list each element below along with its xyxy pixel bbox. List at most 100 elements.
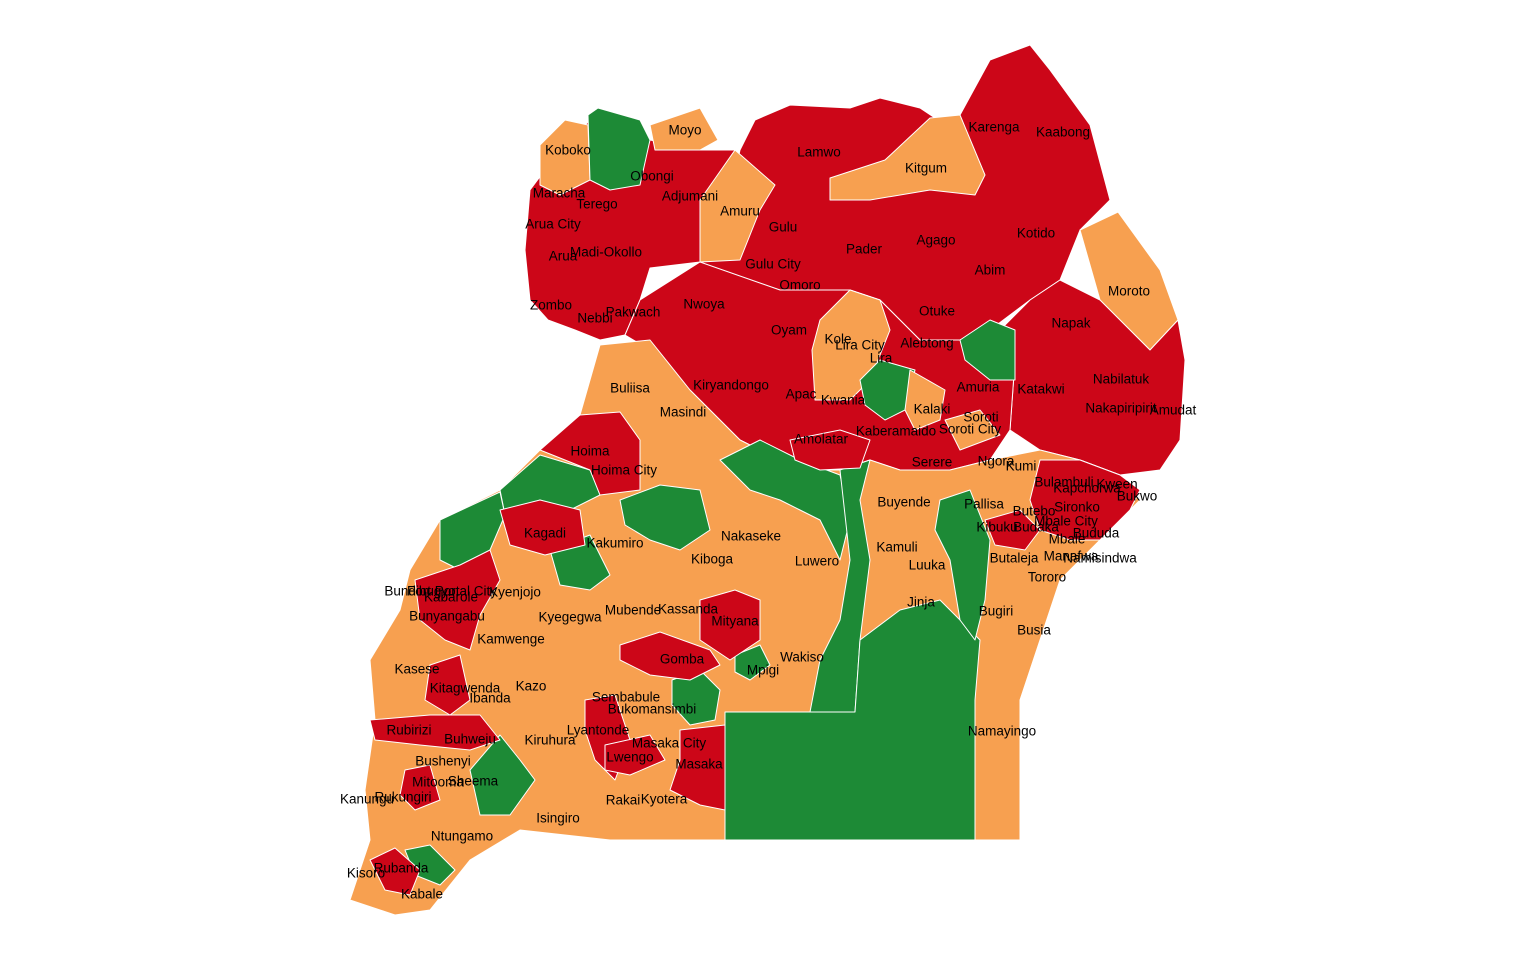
district-label: Bundibugyo <box>384 584 455 599</box>
district-label: Kyenjojo <box>489 585 541 600</box>
district-label: Bushenyi <box>415 754 471 769</box>
district-label: Soroti City <box>939 422 1002 437</box>
district-region-elgon <box>1029 459 1141 541</box>
district-label: Bukomansimbi <box>608 702 697 717</box>
district-label: Obongi <box>630 169 674 184</box>
district-label: Arua City <box>525 217 581 232</box>
district-label: Fort Portal City <box>407 584 497 599</box>
district-label: Kitgum <box>905 161 947 176</box>
district-label: Moroto <box>1108 284 1150 299</box>
district-label: Omoro <box>779 278 820 293</box>
district-label: Pakwach <box>606 305 661 320</box>
district-label: Abim <box>975 263 1006 278</box>
district-label: Kaberamaido <box>856 424 936 439</box>
district-label: Mpigi <box>747 663 779 678</box>
district-label: Kazo <box>516 679 547 694</box>
district-label: Luwero <box>795 554 839 569</box>
district-label: Napak <box>1051 316 1090 331</box>
district-label: Buyende <box>877 495 930 510</box>
district-label: Maracha <box>533 186 586 201</box>
district-label: Budaka <box>1013 520 1059 535</box>
district-label: Bududa <box>1073 526 1120 541</box>
district-label: Kassanda <box>658 602 719 617</box>
district-label: Kaabong <box>1036 125 1090 140</box>
district-region-kyankwanzi <box>619 484 711 551</box>
district-label: Busia <box>1017 623 1051 638</box>
district-region-sheema <box>469 734 536 816</box>
district-label: Masaka <box>675 757 723 772</box>
district-label: Tororo <box>1028 570 1066 585</box>
district-region-kapelebyong <box>959 319 1016 381</box>
district-label: Mityana <box>711 614 759 629</box>
district-region-lwengo <box>604 734 666 776</box>
district-label: Kween <box>1096 477 1137 492</box>
district-label: Pallisa <box>964 497 1004 512</box>
district-label: Kwania <box>821 393 866 408</box>
district-label: Kyotera <box>641 792 688 807</box>
district-region-kisoro-rubanda <box>369 847 421 896</box>
district-region-hoima <box>539 411 641 496</box>
district-label: Oyam <box>771 323 807 338</box>
district-label: Bukwo <box>1117 489 1158 504</box>
district-label: Luuka <box>909 558 946 573</box>
district-label: Jinja <box>907 595 935 610</box>
district-label: Hoima City <box>591 463 657 478</box>
district-label: Lira City <box>835 338 885 353</box>
district-label: Wakiso <box>780 650 824 665</box>
district-label: Gulu <box>769 220 798 235</box>
district-label: Nabilatuk <box>1093 372 1150 387</box>
district-label: Amudat <box>1150 403 1197 418</box>
district-label: Mitooma <box>412 775 464 790</box>
district-label: Madi-Okollo <box>570 245 642 260</box>
district-label: Rukungiri <box>374 790 431 805</box>
district-label: Kiryandongo <box>693 378 769 393</box>
district-label: Manafwa <box>1044 549 1099 564</box>
district-label: Serere <box>912 455 953 470</box>
district-label: Kakumiro <box>586 536 643 551</box>
district-label: Agago <box>916 233 955 248</box>
district-label: Kumi <box>1006 459 1037 474</box>
district-label: Moyo <box>668 123 701 138</box>
district-label: Rubanda <box>374 861 429 876</box>
district-label: Kamuli <box>876 540 917 555</box>
district-label: Nakaseke <box>721 529 781 544</box>
district-label: Ntungamo <box>431 829 493 844</box>
district-label: Ibanda <box>469 691 511 706</box>
district-label: Lamwo <box>797 145 841 160</box>
district-region-yumbe <box>587 107 651 191</box>
district-region-kitgum <box>829 114 986 201</box>
district-label: Zombo <box>530 298 572 313</box>
district-label: Lira <box>870 351 893 366</box>
district-region-mayuge <box>934 489 991 641</box>
district-label: Bunyangabu <box>409 609 485 624</box>
district-label: Kanungu <box>340 792 394 807</box>
district-label: Arua <box>549 249 578 264</box>
district-region-bukedea <box>984 509 1041 551</box>
district-label: Pader <box>846 242 883 257</box>
district-label: Lwengo <box>606 750 653 765</box>
district-label: Buliisa <box>610 381 650 396</box>
district-label: Lyantonde <box>567 723 630 738</box>
district-label: Masindi <box>660 405 707 420</box>
district-label: Amuru <box>720 204 760 219</box>
district-label: Kabale <box>401 887 443 902</box>
district-label: Mubende <box>605 603 661 618</box>
district-label: Mbale City <box>1034 514 1098 529</box>
district-region-moyo <box>649 107 719 151</box>
district-label: Ngora <box>978 454 1015 469</box>
district-label: Mbale <box>1049 532 1086 547</box>
district-label: Adjumani <box>662 189 718 204</box>
district-label: Kamwenge <box>477 632 545 647</box>
district-label: Terego <box>576 197 617 212</box>
district-label: Otuke <box>919 304 955 319</box>
district-label: Isingiro <box>536 811 580 826</box>
district-label: Namayingo <box>968 724 1036 739</box>
district-label: Kitagwenda <box>430 681 501 696</box>
district-label: Nwoya <box>683 297 725 312</box>
district-label: Bulambuli <box>1034 475 1093 490</box>
district-label: Masaka City <box>632 736 707 751</box>
district-label: Katakwi <box>1017 382 1064 397</box>
district-label: Hoima <box>570 444 610 459</box>
